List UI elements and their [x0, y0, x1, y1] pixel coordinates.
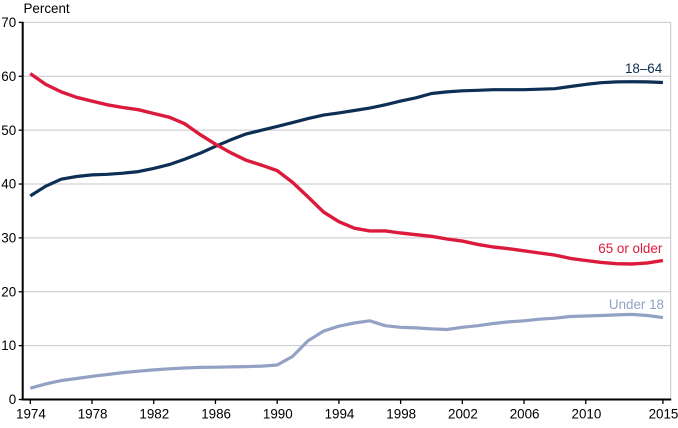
- svg-text:50: 50: [1, 123, 16, 138]
- svg-text:1978: 1978: [78, 406, 108, 421]
- svg-text:1990: 1990: [263, 406, 293, 421]
- svg-text:Under 18: Under 18: [609, 297, 664, 312]
- svg-text:1982: 1982: [139, 406, 169, 421]
- svg-text:1994: 1994: [325, 406, 355, 421]
- svg-text:30: 30: [1, 231, 16, 246]
- svg-text:18–64: 18–64: [625, 61, 663, 76]
- svg-text:Percent: Percent: [24, 1, 70, 16]
- svg-text:2002: 2002: [448, 406, 478, 421]
- svg-text:65 or older: 65 or older: [598, 241, 663, 256]
- svg-text:40: 40: [1, 177, 16, 192]
- svg-text:60: 60: [1, 69, 16, 84]
- svg-text:1986: 1986: [201, 406, 231, 421]
- svg-text:1998: 1998: [386, 406, 416, 421]
- svg-text:2010: 2010: [572, 406, 602, 421]
- svg-text:1974: 1974: [16, 406, 46, 421]
- svg-text:10: 10: [1, 338, 16, 353]
- svg-text:20: 20: [1, 284, 16, 299]
- svg-text:2006: 2006: [510, 406, 540, 421]
- svg-text:2015: 2015: [649, 406, 678, 421]
- svg-text:70: 70: [1, 15, 16, 30]
- svg-text:0: 0: [9, 392, 16, 407]
